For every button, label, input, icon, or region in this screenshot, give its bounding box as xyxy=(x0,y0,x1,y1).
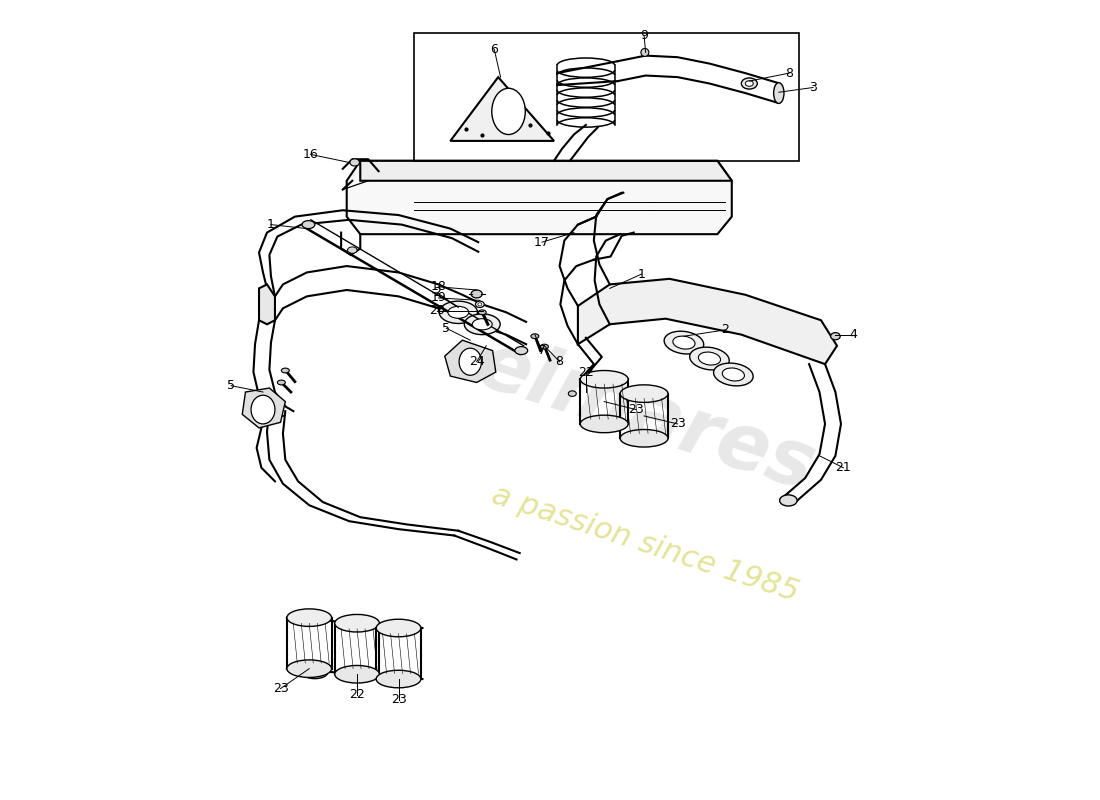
Ellipse shape xyxy=(282,368,289,373)
Polygon shape xyxy=(242,388,285,428)
Text: 23: 23 xyxy=(390,694,406,706)
Ellipse shape xyxy=(773,82,784,103)
Text: 5: 5 xyxy=(442,322,450,334)
Text: 18: 18 xyxy=(430,280,447,294)
Text: 1: 1 xyxy=(267,218,275,231)
Ellipse shape xyxy=(302,666,328,678)
Text: 4: 4 xyxy=(849,328,857,341)
Text: 9: 9 xyxy=(640,29,648,42)
Ellipse shape xyxy=(620,385,668,402)
Ellipse shape xyxy=(472,318,492,330)
Ellipse shape xyxy=(673,336,695,349)
Text: 8: 8 xyxy=(785,66,793,80)
Text: 6: 6 xyxy=(491,42,498,56)
Text: 1: 1 xyxy=(638,267,646,281)
Ellipse shape xyxy=(277,380,285,385)
Polygon shape xyxy=(346,161,732,234)
Ellipse shape xyxy=(477,302,482,306)
Ellipse shape xyxy=(448,306,469,318)
Text: 22: 22 xyxy=(578,366,594,378)
Ellipse shape xyxy=(475,301,484,307)
Text: 2: 2 xyxy=(433,286,441,299)
Ellipse shape xyxy=(741,78,757,89)
Ellipse shape xyxy=(690,347,729,370)
Polygon shape xyxy=(258,285,275,324)
Ellipse shape xyxy=(830,333,840,340)
Text: 7: 7 xyxy=(538,344,546,357)
Ellipse shape xyxy=(492,88,526,134)
Polygon shape xyxy=(578,279,837,364)
Ellipse shape xyxy=(287,660,331,678)
Text: 19: 19 xyxy=(430,291,447,305)
Text: 16: 16 xyxy=(302,148,319,161)
Ellipse shape xyxy=(471,290,482,298)
Ellipse shape xyxy=(376,619,421,637)
Ellipse shape xyxy=(348,247,358,254)
Text: a passion since 1985: a passion since 1985 xyxy=(488,480,803,607)
Ellipse shape xyxy=(350,159,360,166)
Ellipse shape xyxy=(569,391,576,397)
Ellipse shape xyxy=(334,614,379,632)
Ellipse shape xyxy=(531,334,539,338)
Text: 23: 23 xyxy=(670,418,685,430)
Ellipse shape xyxy=(459,348,482,375)
Ellipse shape xyxy=(698,352,720,365)
Text: 23: 23 xyxy=(273,682,288,695)
Polygon shape xyxy=(444,340,496,382)
Text: 3: 3 xyxy=(810,81,817,94)
Ellipse shape xyxy=(581,415,628,433)
Ellipse shape xyxy=(376,670,421,688)
Ellipse shape xyxy=(302,221,315,229)
Ellipse shape xyxy=(464,314,500,334)
Text: 24: 24 xyxy=(469,355,484,368)
Ellipse shape xyxy=(334,666,379,683)
Text: 22: 22 xyxy=(349,689,365,702)
Ellipse shape xyxy=(439,301,477,323)
Ellipse shape xyxy=(287,609,331,626)
Polygon shape xyxy=(450,77,554,141)
Text: 21: 21 xyxy=(836,462,851,474)
Text: 5: 5 xyxy=(227,379,235,392)
Ellipse shape xyxy=(641,49,649,56)
Text: elmares: elmares xyxy=(468,326,824,506)
Ellipse shape xyxy=(723,368,745,381)
Polygon shape xyxy=(361,161,732,181)
Text: 17: 17 xyxy=(535,236,550,249)
Text: 8: 8 xyxy=(556,355,563,368)
Ellipse shape xyxy=(515,346,528,354)
Text: 20: 20 xyxy=(429,304,444,318)
Ellipse shape xyxy=(780,495,798,506)
Ellipse shape xyxy=(251,395,275,424)
Ellipse shape xyxy=(664,331,704,354)
Ellipse shape xyxy=(540,344,549,349)
Text: 23: 23 xyxy=(628,403,643,416)
Ellipse shape xyxy=(714,363,754,386)
Ellipse shape xyxy=(478,310,486,314)
Ellipse shape xyxy=(581,370,628,388)
Ellipse shape xyxy=(746,81,754,86)
Text: 2: 2 xyxy=(722,323,729,336)
Ellipse shape xyxy=(620,430,668,447)
